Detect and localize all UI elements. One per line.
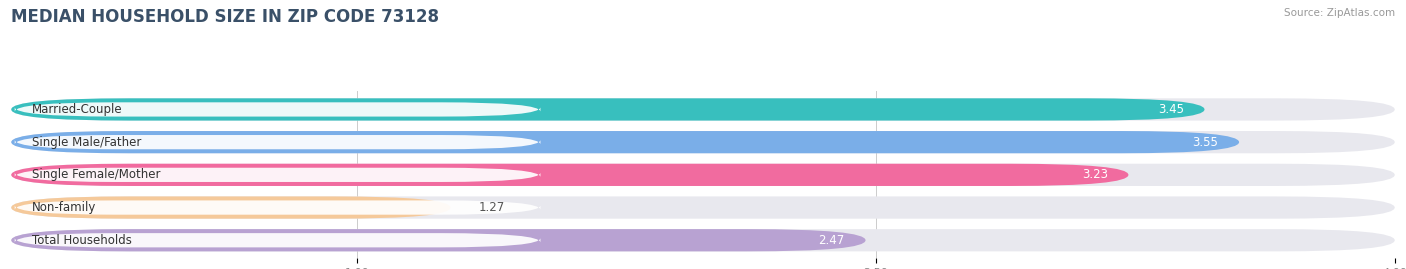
Text: 3.45: 3.45 (1157, 103, 1184, 116)
FancyBboxPatch shape (11, 131, 1239, 153)
FancyBboxPatch shape (11, 164, 1395, 186)
FancyBboxPatch shape (14, 233, 540, 247)
Text: 1.27: 1.27 (478, 201, 505, 214)
FancyBboxPatch shape (11, 196, 450, 219)
FancyBboxPatch shape (11, 229, 1395, 251)
Text: 3.23: 3.23 (1081, 168, 1108, 181)
FancyBboxPatch shape (11, 98, 1395, 121)
FancyBboxPatch shape (14, 102, 540, 116)
FancyBboxPatch shape (14, 135, 540, 149)
Text: Total Households: Total Households (32, 234, 132, 247)
FancyBboxPatch shape (11, 98, 1205, 121)
FancyBboxPatch shape (11, 229, 866, 251)
Text: MEDIAN HOUSEHOLD SIZE IN ZIP CODE 73128: MEDIAN HOUSEHOLD SIZE IN ZIP CODE 73128 (11, 8, 439, 26)
Text: Single Female/Mother: Single Female/Mother (32, 168, 160, 181)
Text: 2.47: 2.47 (818, 234, 845, 247)
FancyBboxPatch shape (14, 200, 540, 215)
FancyBboxPatch shape (11, 196, 1395, 219)
FancyBboxPatch shape (14, 168, 540, 182)
Text: 3.55: 3.55 (1192, 136, 1219, 149)
Text: Married-Couple: Married-Couple (32, 103, 122, 116)
FancyBboxPatch shape (11, 164, 1129, 186)
Text: Non-family: Non-family (32, 201, 97, 214)
Text: Source: ZipAtlas.com: Source: ZipAtlas.com (1284, 8, 1395, 18)
Text: Single Male/Father: Single Male/Father (32, 136, 142, 149)
FancyBboxPatch shape (11, 131, 1395, 153)
